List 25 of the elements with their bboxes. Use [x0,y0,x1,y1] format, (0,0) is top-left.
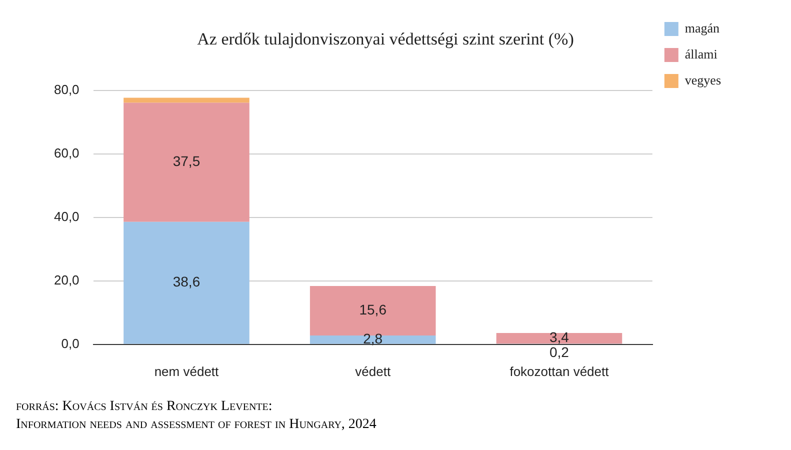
y-tick-label: 40,0 [54,208,80,224]
bar [496,332,622,344]
legend-label: magán [684,20,720,36]
data-label: 2,8 [363,330,383,347]
bar [124,102,250,222]
y-tick-label: 80,0 [54,82,80,97]
y-tick-label: 0,0 [61,336,80,351]
data-label: 37,5 [172,153,200,170]
legend-label: vegyes [684,72,722,88]
data-label: 15,6 [359,302,387,318]
data-label: 3,4 [549,329,570,346]
chart-title: Az erdők tulajdonviszonyai védettségi szint szerint (%) [197,30,574,49]
bar [124,98,250,103]
data-label: 0,2 [549,344,570,360]
text: Information needs and assessment of forest in Hungary, 2024 [16,416,376,434]
x-tick-label: fokozottan védett [510,364,610,379]
y-tick-label: 60,0 [54,145,80,160]
legend-label: állami [684,46,718,62]
bar [124,222,250,344]
x-tick-label: nem védett [154,364,220,379]
data-label: 38,6 [172,274,200,290]
x-tick-label: védett [355,364,391,379]
bar [310,336,436,344]
y-tick-label: 20,0 [54,272,80,288]
text: forrás: Kovács István és Ronczyk Levente: [16,398,274,416]
